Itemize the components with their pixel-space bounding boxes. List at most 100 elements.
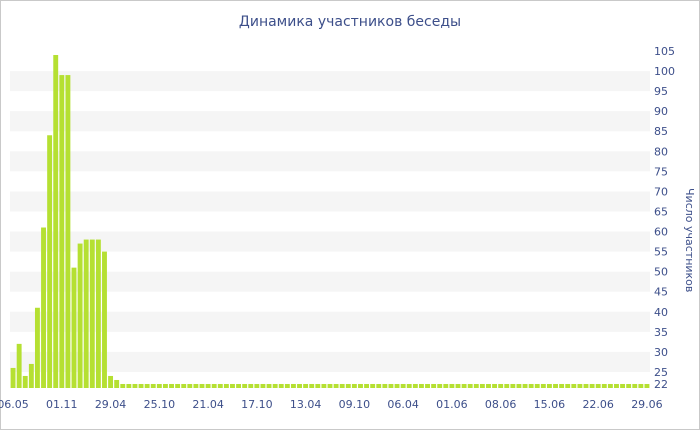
bar <box>108 375 114 388</box>
bar <box>211 383 217 388</box>
bar <box>230 383 235 388</box>
y-tick-label: 40 <box>654 306 668 319</box>
y-tick-label: 22 <box>654 378 668 391</box>
x-tick-label: 01.06 <box>436 398 468 411</box>
y-tick-label: 105 <box>654 45 675 58</box>
bar <box>595 383 601 388</box>
x-tick-label: 29.06 <box>631 398 663 411</box>
bars <box>10 55 650 388</box>
bar <box>278 383 284 388</box>
x-tick-label: 06.05 <box>0 398 29 411</box>
bar <box>473 383 479 388</box>
x-tick-label: 09.10 <box>339 398 371 411</box>
bar <box>327 383 333 388</box>
x-tick-label: 15.06 <box>534 398 566 411</box>
bar <box>16 343 22 388</box>
bar <box>175 383 181 388</box>
y-tick-label: 50 <box>654 266 668 279</box>
bar <box>577 383 583 388</box>
bar <box>114 379 120 388</box>
x-tick-label: 21.04 <box>192 398 224 411</box>
bar <box>77 243 83 388</box>
bar <box>559 383 565 388</box>
grid-band <box>10 151 650 172</box>
bar <box>467 383 473 388</box>
bar <box>534 383 540 388</box>
bar <box>266 383 272 388</box>
bar <box>425 383 430 388</box>
bar <box>150 383 156 388</box>
bar <box>321 383 327 388</box>
bar <box>199 383 205 388</box>
bar <box>53 55 59 388</box>
bar <box>242 383 248 388</box>
bar <box>236 383 242 388</box>
x-tick-label: 01.11 <box>46 398 78 411</box>
bar <box>571 383 577 388</box>
y-tick-label: 90 <box>654 105 668 118</box>
grid-band <box>10 311 650 332</box>
bar <box>138 383 144 388</box>
bar <box>248 383 254 388</box>
bar <box>406 383 412 388</box>
bar <box>394 383 400 388</box>
bar <box>589 383 595 388</box>
bar <box>516 383 522 388</box>
bar <box>607 383 613 388</box>
bar <box>144 383 150 388</box>
bar <box>71 267 77 388</box>
bar <box>83 239 89 388</box>
x-tick-label: 08.06 <box>485 398 517 411</box>
bar <box>583 383 589 388</box>
bar <box>510 383 516 388</box>
bar <box>644 383 650 388</box>
grid-band <box>10 111 650 132</box>
bar <box>431 383 437 388</box>
bar <box>59 75 65 388</box>
bar <box>486 383 491 388</box>
bar <box>193 383 199 388</box>
bar <box>546 383 552 388</box>
bar <box>388 383 394 388</box>
bar <box>498 383 504 388</box>
bar <box>284 383 290 388</box>
y-axis-label: Число участников <box>683 187 696 293</box>
bar <box>303 383 309 388</box>
x-tick-label: 13.04 <box>290 398 322 411</box>
x-tick-label: 25.10 <box>144 398 176 411</box>
bar <box>540 383 546 388</box>
bar <box>28 363 34 388</box>
bar <box>492 383 498 388</box>
bar <box>504 383 510 388</box>
bar <box>528 383 534 388</box>
bar <box>187 383 193 388</box>
bar <box>638 383 644 388</box>
bar <box>455 383 461 388</box>
grid-band <box>10 231 650 252</box>
bar <box>315 383 321 388</box>
bar <box>169 383 174 388</box>
bar <box>41 227 46 388</box>
bar <box>479 383 485 388</box>
bar <box>95 239 101 388</box>
bar <box>102 251 107 388</box>
bar <box>345 383 351 388</box>
bar <box>10 367 16 388</box>
bar <box>565 383 571 388</box>
y-tick-label: 25 <box>654 366 668 379</box>
bar <box>22 375 28 388</box>
y-tick-label: 100 <box>654 65 675 78</box>
bar <box>217 383 223 388</box>
y-tick-label: 70 <box>654 185 668 198</box>
bar <box>156 383 162 388</box>
grid-band <box>10 191 650 212</box>
bar <box>626 383 632 388</box>
bar <box>339 383 345 388</box>
bar <box>418 383 424 388</box>
bar <box>181 383 187 388</box>
bar <box>260 383 266 388</box>
grid-band <box>10 271 650 292</box>
bar <box>34 307 40 388</box>
